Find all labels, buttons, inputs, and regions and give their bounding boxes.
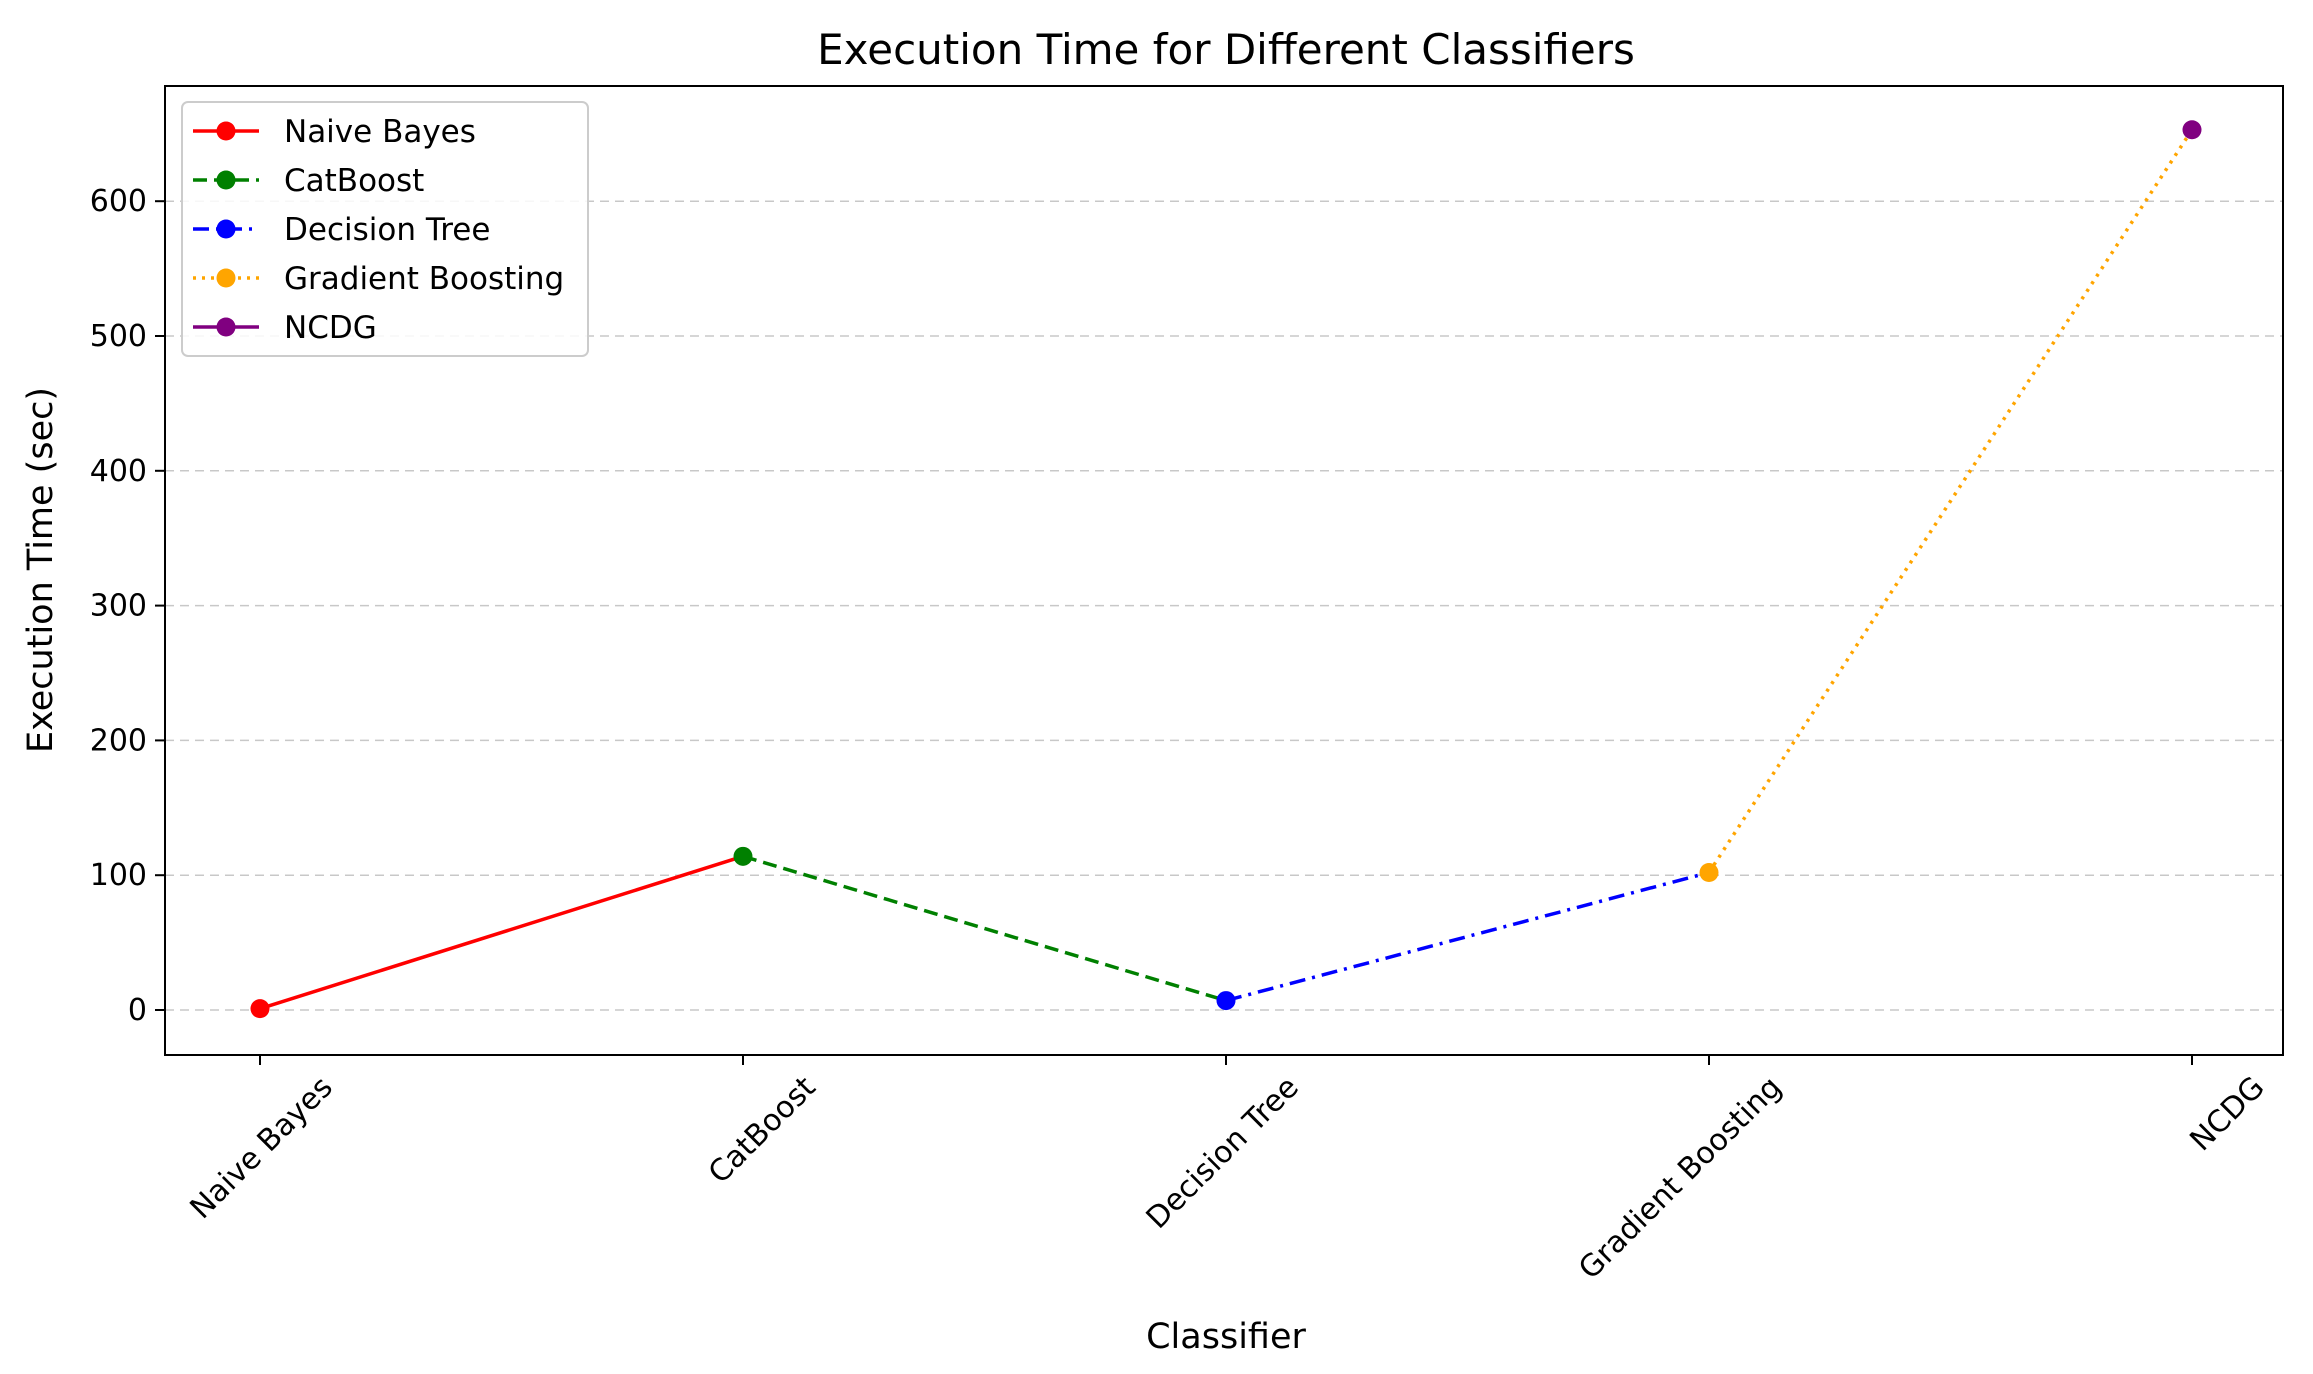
legend-label-1: CatBoost [284,163,424,199]
data-markers [250,120,2202,1019]
y-tick-label-100: 100 [90,858,147,893]
legend-marker-3 [216,268,236,288]
legend-label-4: NCDG [284,310,377,346]
data-point-1 [733,846,753,866]
x-axis-label: Classifier [1146,1317,1306,1357]
y-tick-label-400: 400 [90,454,147,489]
data-point-4 [2182,120,2202,140]
legend-marker-0 [216,121,236,141]
series-line-3 [1707,128,2194,874]
data-point-3 [1699,863,1719,883]
y-tick-label-500: 500 [90,319,147,354]
legend-box [181,101,589,357]
y-axis-ticks: 0 100 200 300 400 500 600 [90,184,165,1028]
chart-title: Execution Time for Different Classifiers [817,25,1635,74]
y-tick-label-0: 0 [128,993,147,1028]
data-point-0 [250,999,270,1019]
y-axis-label: Execution Time (sec) [21,387,61,753]
chart-legend: Naive Bayes CatBoost Decision Tree Gradient… [181,101,589,357]
plot-frame [164,85,2284,1056]
y-tick-label-200: 200 [90,723,147,758]
series-lines [259,128,2194,1011]
data-point-2 [1216,991,1236,1011]
y-tick-label-300: 300 [90,589,147,624]
legend-marker-2 [216,219,236,239]
legend-marker-4 [216,317,236,337]
legend-label-0: Naive Bayes [284,114,476,150]
legend-label-3: Gradient Boosting [284,261,564,297]
series-line-0 [259,854,744,1011]
series-line-1 [742,854,1227,1003]
legend-marker-1 [216,170,236,190]
legend-label-2: Decision Tree [284,212,490,248]
y-tick-label-600: 600 [90,184,147,219]
